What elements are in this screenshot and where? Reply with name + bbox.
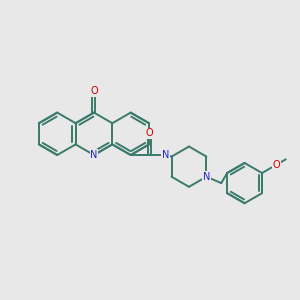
Text: O: O bbox=[90, 86, 98, 96]
Text: N: N bbox=[90, 150, 98, 160]
Text: N: N bbox=[203, 172, 210, 182]
Text: N: N bbox=[162, 150, 169, 160]
Text: O: O bbox=[146, 128, 154, 139]
Text: O: O bbox=[272, 160, 280, 170]
